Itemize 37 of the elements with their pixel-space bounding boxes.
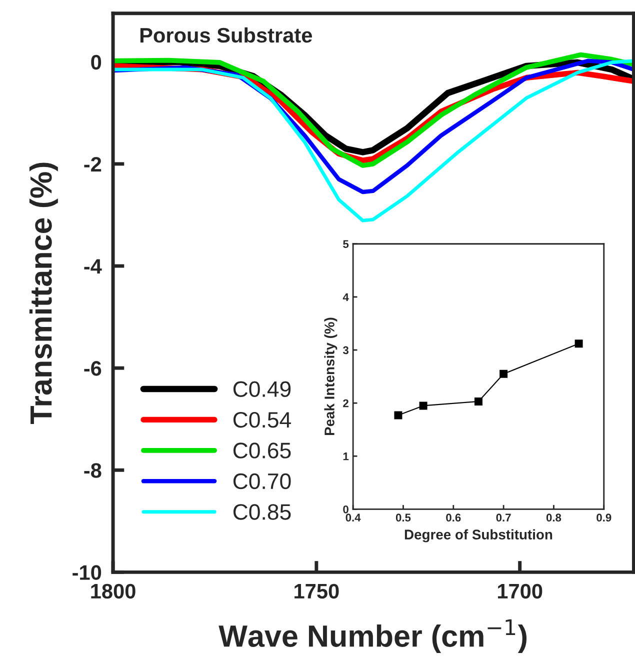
y-tick-label: 3 (342, 346, 348, 354)
y-axis-title: Peak Intensity (%) (324, 318, 338, 436)
point (419, 402, 428, 410)
point (574, 340, 583, 348)
y-tick-label: 0 (343, 505, 348, 514)
line-series (113, 59, 634, 222)
y-tick-label: 5 (343, 240, 349, 248)
legend-label: C0.85 (233, 504, 291, 520)
x-tick-label: 1700 (498, 584, 542, 599)
legend-label: C0.65 (233, 442, 291, 458)
y-tick-label: -6 (84, 361, 102, 376)
y-tick-label: 4 (342, 293, 349, 301)
x-tick-label: 0.7 (496, 514, 511, 522)
y-tick-label: 2 (343, 399, 348, 408)
point (500, 370, 508, 378)
legend-label: C0.70 (233, 473, 291, 490)
text: Porous Substrate (140, 27, 312, 43)
y-tick-label: 1 (343, 452, 349, 460)
x-tick-label: 1750 (294, 584, 339, 599)
y-tick-label: -10 (72, 565, 102, 580)
x-tick-label: 0.9 (596, 514, 612, 522)
y-axis-title: Transmittance (%) (29, 162, 58, 424)
y-tick-label: -2 (84, 156, 102, 172)
legend-label: C0.54 (233, 412, 291, 428)
point (474, 397, 482, 406)
x-tick-label: 0.5 (396, 514, 411, 522)
point (394, 411, 402, 420)
x-axis-title: Degree of Substitution (404, 529, 552, 542)
legend-label: C0.49 (233, 381, 291, 397)
y-tick-label: 0 (91, 54, 102, 70)
y-tick-label: -4 (84, 259, 102, 274)
x-tick-label: 1800 (91, 584, 136, 599)
x-tick-label: 0.4 (346, 514, 361, 522)
x-tick-label: 0.8 (546, 514, 562, 522)
y-tick-label: -8 (84, 463, 102, 478)
x-tick-label: 0.6 (446, 514, 461, 522)
x-axis-title: Wave Number (cm$^{−1}$) (218, 619, 527, 654)
